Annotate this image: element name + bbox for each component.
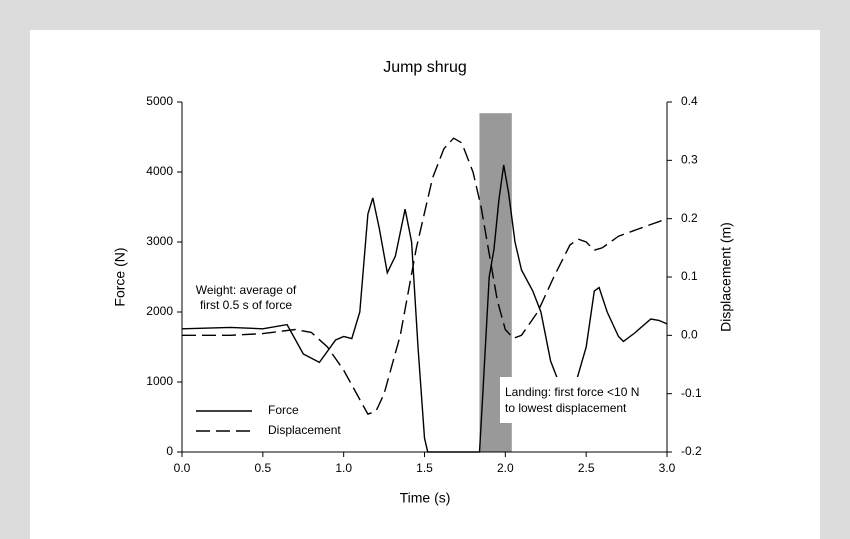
annotation-bg [186,284,308,316]
y2-axis-label: Displacement (m) [718,222,734,332]
chart-title: Jump shrug [383,59,467,76]
annotation: Landing: first force <10 N [505,385,639,399]
y2-tick-label: 0.2 [681,211,698,225]
y2-tick-label: -0.2 [681,444,702,458]
y-axis-label: Force (N) [112,247,128,306]
y2-tick-label: 0.1 [681,269,698,283]
y-tick-label: 1000 [146,374,173,388]
x-axis-label: Time (s) [400,490,451,506]
y-tick-label: 0 [166,444,173,458]
annotation-bg [500,377,662,423]
series-line [181,164,668,453]
x-tick-label: 2.0 [497,461,514,475]
x-tick-label: 2.5 [578,461,595,475]
x-tick-label: 1.0 [335,461,352,475]
legend-label: Displacement [268,423,341,437]
x-tick-label: 3.0 [659,461,676,475]
legend-label: Force [268,403,299,417]
y2-tick-label: -0.1 [681,386,702,400]
x-tick-label: 0.0 [174,461,191,475]
y2-tick-label: 0.3 [681,153,698,167]
y-tick-label: 4000 [146,164,173,178]
y-tick-label: 3000 [146,234,173,248]
x-tick-label: 1.5 [416,461,433,475]
annotation: Weight: average of [196,283,297,297]
annotation: first 0.5 s of force [200,298,292,312]
annotation: to lowest displacement [505,401,627,415]
y2-tick-label: 0.0 [681,328,698,342]
y-tick-label: 5000 [146,94,173,108]
series-line [182,137,668,415]
y2-tick-label: 0.4 [681,94,698,108]
y-tick-label: 2000 [146,304,173,318]
x-tick-label: 0.5 [254,461,271,475]
